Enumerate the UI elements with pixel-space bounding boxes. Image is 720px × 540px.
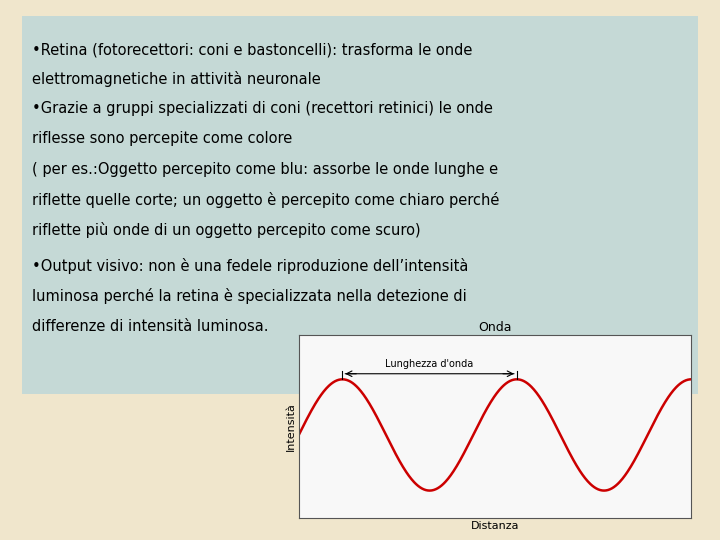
Text: riflesse sono percepite come colore: riflesse sono percepite come colore bbox=[32, 132, 292, 146]
Text: •Retina (fotorecettori: coni e bastoncelli): trasforma le onde: •Retina (fotorecettori: coni e bastoncel… bbox=[32, 43, 472, 58]
Text: differenze di intensità luminosa.: differenze di intensità luminosa. bbox=[32, 319, 269, 334]
Text: elettromagnetiche in attività neuronale: elettromagnetiche in attività neuronale bbox=[32, 71, 320, 87]
Text: riflette quelle corte; un oggetto è percepito come chiaro perché: riflette quelle corte; un oggetto è perc… bbox=[32, 192, 499, 208]
Text: •Output visivo: non è una fedele riproduzione dell’intensità: •Output visivo: non è una fedele riprodu… bbox=[32, 258, 468, 274]
Text: luminosa perché la retina è specializzata nella detezione di: luminosa perché la retina è specializzat… bbox=[32, 288, 467, 305]
Text: ( per es.:Oggetto percepito come blu: assorbe le onde lunghe e: ( per es.:Oggetto percepito come blu: as… bbox=[32, 162, 498, 177]
Title: Onda: Onda bbox=[478, 321, 512, 334]
Text: Lunghezza d'onda: Lunghezza d'onda bbox=[385, 359, 474, 369]
Y-axis label: Intensità: Intensità bbox=[286, 402, 296, 451]
Text: riflette più onde di un oggetto percepito come scuro): riflette più onde di un oggetto percepit… bbox=[32, 222, 420, 238]
X-axis label: Distanza: Distanza bbox=[471, 521, 519, 531]
Text: •Grazie a gruppi specializzati di coni (recettori retinici) le onde: •Grazie a gruppi specializzati di coni (… bbox=[32, 102, 492, 116]
